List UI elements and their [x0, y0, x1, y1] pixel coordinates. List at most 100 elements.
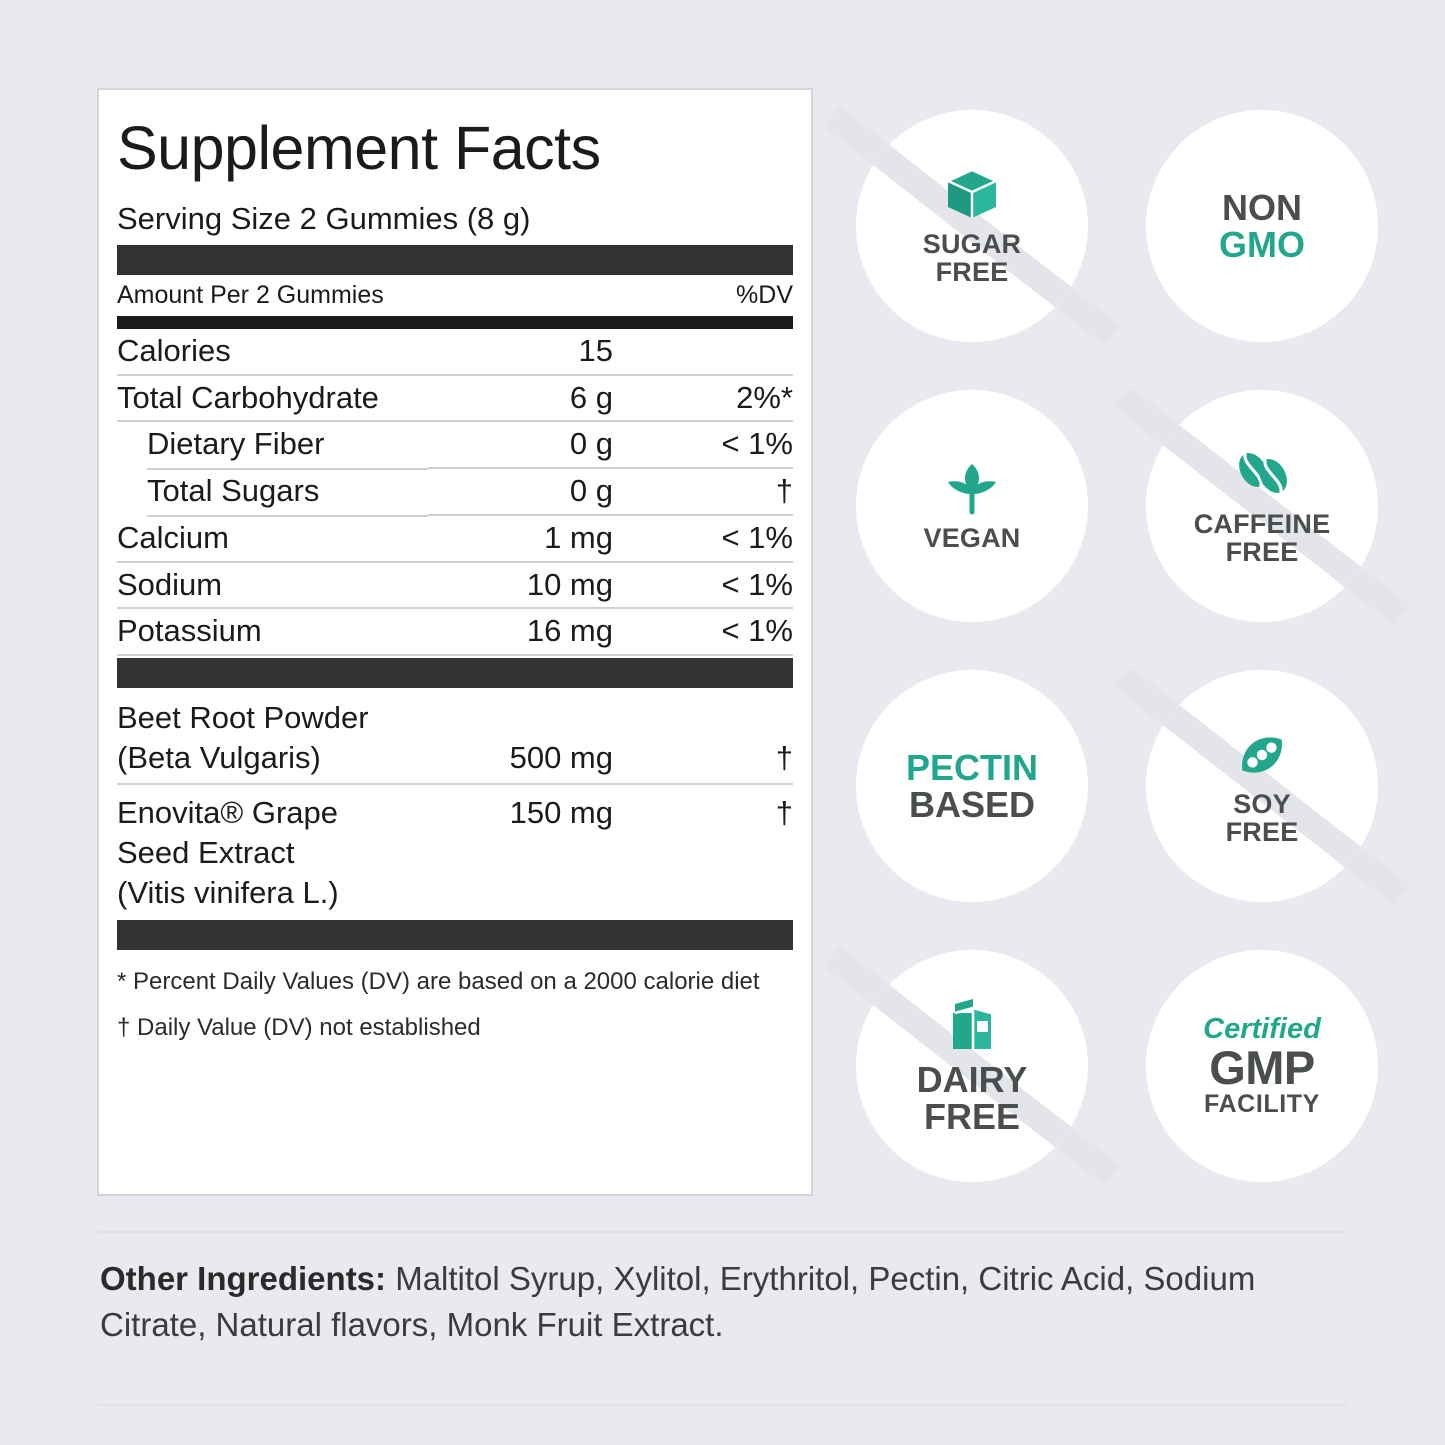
divider-bar-thin	[117, 316, 793, 329]
badge-label-line: SUGAR	[922, 228, 1022, 259]
other-ingredients-text: Other Ingredients: Maltitol Syrup, Xylit…	[100, 1256, 1350, 1347]
badge-vegan: VEGAN	[856, 390, 1088, 622]
other-ingredients-block: Other Ingredients: Maltitol Syrup, Xylit…	[100, 1256, 1350, 1347]
nutrient-daily-value: 2%*	[613, 374, 793, 423]
nutrient-daily-value: < 1%	[613, 514, 793, 563]
other-ingredients-value: Maltitol Syrup, Xylitol, Erythritol, Pec…	[100, 1260, 1256, 1343]
badge-circle: PECTIN BASED	[856, 670, 1088, 902]
nutrient-amount: 1 mg	[428, 514, 613, 563]
badge-dairy-free: DAIRY FREE	[823, 946, 1121, 1186]
table-row: Sodium 10 mg < 1%	[117, 561, 793, 610]
badge-content: SUGAR FREE	[856, 166, 1088, 286]
nutrient-amount: 6 g	[428, 374, 613, 423]
row-divider	[147, 468, 428, 471]
botanical-amount: 500 mg	[428, 690, 613, 786]
divider-bar-thick-3	[117, 920, 793, 951]
footnote: † Daily Value (DV) not established	[117, 1013, 481, 1041]
plant-sprout-icon	[941, 460, 1003, 518]
supplement-facts-panel: Supplement Facts Serving Size 2 Gummies …	[97, 88, 813, 1196]
nutrient-daily-value: < 1%	[613, 608, 793, 657]
page-title: Supplement Facts	[117, 114, 601, 182]
table-row: Total Sugars 0 g †	[117, 468, 793, 517]
nutrient-amount: 0 g	[428, 421, 613, 470]
badge-label-line: SOY	[1233, 788, 1291, 819]
badge-circle: NON GMO	[1146, 110, 1378, 342]
botanical-name-line: (Vitis vinifera L.)	[117, 874, 339, 910]
badge-label-line: GMP	[1209, 1041, 1315, 1094]
badge-circle: DAIRY FREE	[856, 950, 1088, 1182]
amount-per-serving-label: Amount Per 2 Gummies	[117, 281, 384, 309]
badge-label-line: GMO	[1219, 224, 1305, 265]
badge-content: PECTIN BASED	[856, 746, 1088, 825]
nutrient-name: Calories	[117, 329, 428, 376]
botanical-name-line: Enovita® Grape	[117, 795, 339, 831]
sugar-cube-icon	[945, 168, 999, 218]
badge-label-line: BASED	[908, 784, 1036, 825]
badge-caffeine-free: CAFFEINE FREE	[1113, 386, 1411, 626]
table-row: Beet Root Powder (Beta Vulgaris) 500 mg †	[117, 690, 793, 786]
sugar-cube-icon	[941, 166, 1003, 224]
badge-label-line: DAIRY	[916, 1058, 1028, 1100]
badge-label-line: FREE	[1225, 817, 1299, 847]
badge-label-line: FREE	[1225, 537, 1299, 567]
botanical-daily-value: †	[613, 690, 793, 786]
badge-sugar-free: SUGAR FREE	[823, 106, 1121, 346]
nutrient-amount: 16 mg	[428, 608, 613, 657]
table-row: Enovita® Grape Seed Extract (Vitis vinifer…	[117, 784, 793, 918]
pea-pod-icon	[1231, 726, 1293, 784]
divider-bar-thick	[117, 245, 793, 275]
botanical-name-line: Beet Root Powder	[117, 700, 369, 736]
milk-carton-icon	[941, 997, 1003, 1055]
nutrient-name: Sodium	[117, 561, 428, 610]
badge-label-line: PECTIN	[905, 746, 1038, 788]
botanical-name: Enovita® Grape Seed Extract (Vitis vinifer…	[117, 784, 428, 918]
badge-content: SOY FREE	[1146, 726, 1378, 846]
badge-content: DAIRY FREE	[856, 997, 1088, 1137]
badge-label-line: NON	[1222, 186, 1302, 228]
divider-bar-thick-2	[117, 658, 793, 689]
badge-content: CAFFEINE FREE	[1146, 446, 1378, 566]
coffee-beans-icon	[1231, 446, 1293, 504]
table-row: Potassium 16 mg < 1%	[117, 608, 793, 657]
footnote: * Percent Daily Values (DV) are based on…	[117, 968, 760, 996]
badge-gmp-facility: Certified GMP FACILITY	[1146, 950, 1378, 1182]
footnotes-block: * Percent Daily Values (DV) are based on…	[117, 950, 793, 1056]
botanical-name-line: (Beta Vulgaris)	[117, 739, 321, 775]
divider-below-ingredients	[97, 1404, 1348, 1406]
badge-pectin-based: PECTIN BASED	[856, 670, 1088, 902]
badge-circle: SOY FREE	[1146, 670, 1378, 902]
nutrient-amount: 10 mg	[428, 561, 613, 610]
nutrient-daily-value	[613, 329, 793, 376]
nutrient-name: Potassium	[117, 608, 428, 657]
badge-non-gmo: NON GMO	[1146, 110, 1378, 342]
botanical-name: Beet Root Powder (Beta Vulgaris)	[117, 690, 428, 786]
badge-content: Certified GMP FACILITY	[1146, 1013, 1378, 1118]
table-row: Calories 15	[117, 329, 793, 376]
coffee-beans-icon	[1239, 452, 1287, 493]
milk-carton-icon	[953, 998, 992, 1049]
nutrient-amount: 15	[428, 329, 613, 376]
badge-circle: SUGAR FREE	[856, 110, 1088, 342]
divider-above-ingredients	[97, 1231, 1348, 1233]
pea-pod-icon	[1242, 737, 1282, 773]
plant-sprout-icon	[948, 463, 996, 515]
nutrient-table: Calories 15 Total Carbohydrate 6 g 2%* Dietar…	[117, 329, 793, 657]
serving-size-text: Serving Size 2 Gummies (8 g)	[117, 201, 531, 236]
badge-label-line: FREE	[923, 1096, 1020, 1137]
nutrient-daily-value: < 1%	[613, 421, 793, 470]
badge-circle: CAFFEINE FREE	[1146, 390, 1378, 622]
amount-header-row: Amount Per 2 Gummies %DV	[117, 275, 793, 314]
botanical-name-line: Seed Extract	[117, 835, 295, 871]
certification-badges: SUGAR FREE NON GMO VEGAN CAFFEINE FREE PECTIN BA…	[823, 106, 1411, 1220]
badge-circle: Certified GMP FACILITY	[1146, 950, 1378, 1182]
nutrient-amount: 0 g	[428, 468, 613, 516]
other-ingredients-label: Other Ingredients:	[100, 1260, 387, 1297]
nutrient-name: Calcium	[117, 514, 428, 563]
badge-soy-free: SOY FREE	[1113, 666, 1411, 906]
badge-label-line: VEGAN	[923, 522, 1021, 553]
botanical-daily-value: †	[775, 795, 793, 831]
daily-value-label: %DV	[736, 281, 793, 309]
badge-label-line: Certified	[1203, 1013, 1321, 1045]
nutrient-name: Total Sugars	[117, 468, 428, 517]
